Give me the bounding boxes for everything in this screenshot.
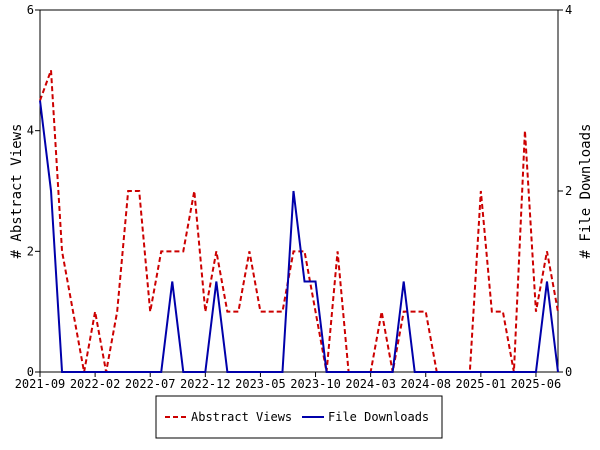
y-right-tick-label: 4: [565, 3, 572, 17]
y-left-tick-label: 4: [27, 124, 34, 138]
series-line-file-downloads: [39, 100, 559, 373]
y-right-tick-label: 0: [565, 365, 572, 379]
y-right-tick-label: 2: [565, 184, 572, 198]
x-tick-label: 2022-07: [125, 377, 176, 391]
y-right-axis-label: # File Downloads: [578, 124, 594, 259]
legend-label-file-downloads: File Downloads: [328, 410, 429, 424]
y-left-tick-label: 2: [27, 244, 34, 258]
x-tick-label: 2025-06: [511, 377, 562, 391]
y-left-tick-label: 6: [27, 3, 34, 17]
x-tick-label: 2025-01: [456, 377, 507, 391]
y-left-tick-label: 0: [27, 365, 34, 379]
x-tick-label: 2021-09: [15, 377, 66, 391]
series-line-abstract-views: [39, 69, 559, 373]
x-tick-label: 2023-05: [235, 377, 286, 391]
y-left-axis-label: # Abstract Views: [9, 124, 25, 259]
x-tick-label: 2023-10: [290, 377, 341, 391]
legend-label-abstract-views: Abstract Views: [191, 410, 292, 424]
x-tick-label: 2024-08: [400, 377, 451, 391]
x-tick-label: 2022-12: [180, 377, 231, 391]
x-tick-label: 2022-02: [70, 377, 121, 391]
legend-box: [155, 395, 443, 439]
plot-layer: 0 2 4 6 0 2 4 2021-09 2022-02 2022-07 2022-12 2023-…: [9, 3, 594, 439]
x-tick-label: 2024-03: [345, 377, 396, 391]
